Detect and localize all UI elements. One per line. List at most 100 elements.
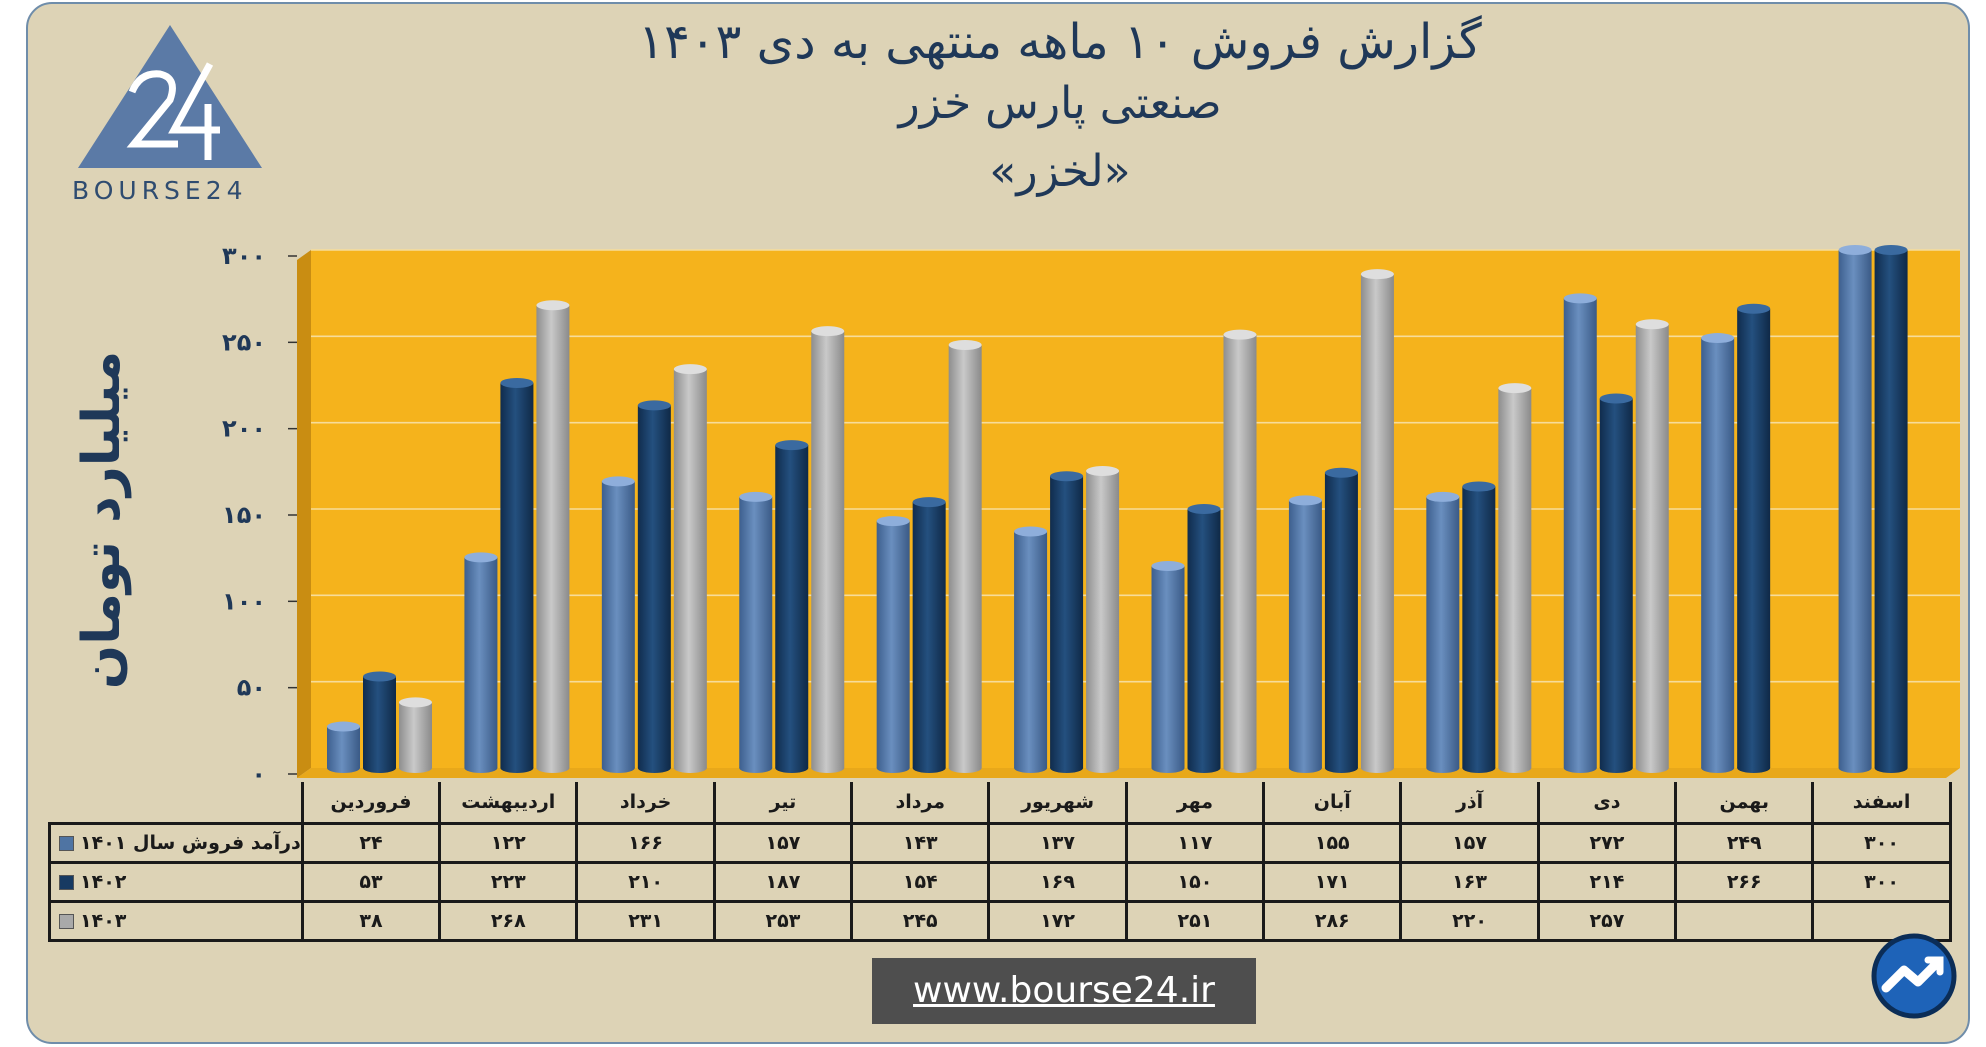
x-tick-label: اردیبهشت bbox=[438, 782, 579, 825]
trend-chart-icon bbox=[1871, 933, 1957, 1019]
x-tick-label: تیر bbox=[712, 782, 854, 825]
ticker-symbol: «لخزر» bbox=[989, 146, 1131, 197]
bar bbox=[1838, 245, 1872, 773]
x-tick-label: بهمن bbox=[1674, 782, 1815, 825]
bar bbox=[739, 491, 773, 773]
data-label: ۲۵۳ bbox=[712, 900, 854, 942]
data-label: ۱۵۷ bbox=[712, 822, 854, 864]
bourse24-logo bbox=[78, 25, 262, 168]
x-tick-label: آبان bbox=[1262, 782, 1403, 825]
x-tick-label: خرداد bbox=[575, 782, 716, 825]
x-tick-label: فروردین bbox=[300, 782, 442, 825]
data-label: ۲۶۶ bbox=[1674, 861, 1815, 903]
bar bbox=[363, 671, 396, 773]
y-tick-label: ۱۵۰ bbox=[222, 501, 266, 529]
legend-entry: ۱۴۰۳ bbox=[48, 900, 304, 942]
data-label: ۱۷۱ bbox=[1262, 861, 1403, 903]
x-tick-label: دی bbox=[1536, 782, 1678, 825]
bar bbox=[1737, 303, 1771, 773]
bar bbox=[811, 326, 845, 773]
bar bbox=[500, 377, 534, 773]
bar bbox=[1360, 269, 1394, 773]
bar bbox=[775, 440, 809, 773]
data-label bbox=[1811, 900, 1952, 942]
plot-side-wall bbox=[297, 250, 311, 778]
bar bbox=[1014, 526, 1048, 773]
y-tick-label: ۳۰۰ bbox=[222, 242, 266, 270]
bar bbox=[399, 697, 432, 773]
data-label: ۳۸ bbox=[300, 900, 442, 942]
bar bbox=[601, 476, 635, 773]
legend-label: ۱۴۰۲ bbox=[80, 871, 127, 893]
data-label: ۲۴۹ bbox=[1674, 822, 1815, 864]
bar bbox=[1151, 560, 1185, 773]
legend-entry: ۱۴۰۲ bbox=[48, 861, 304, 903]
bar bbox=[1324, 467, 1358, 773]
bar bbox=[1701, 333, 1735, 773]
bar bbox=[1288, 495, 1322, 773]
bar bbox=[1498, 383, 1532, 773]
data-label: ۳۰۰ bbox=[1811, 861, 1952, 903]
bar bbox=[912, 497, 946, 773]
bar bbox=[1874, 245, 1908, 773]
plot-floor bbox=[297, 768, 1960, 778]
logo-text: BOURSE24 bbox=[72, 176, 248, 205]
data-label: ۲۲۰ bbox=[1399, 900, 1540, 942]
legend-swatch bbox=[59, 875, 74, 890]
bar bbox=[1426, 491, 1460, 773]
data-table: فروردین اردیبهشت خرداد تیر مرداد شهریور مهر آبا… bbox=[48, 782, 1952, 942]
data-label: ۲۵۷ bbox=[1536, 900, 1678, 942]
data-label: ۲۶۸ bbox=[438, 900, 579, 942]
data-label: ۱۱۷ bbox=[1124, 822, 1266, 864]
data-label: ۳۰۰ bbox=[1811, 822, 1952, 864]
y-tick-label: ۲۰۰ bbox=[222, 415, 266, 443]
data-label: ۲۳۱ bbox=[575, 900, 716, 942]
chart-title: گزارش فروش ۱۰ ماهه منتهی به دی ۱۴۰۳ bbox=[638, 14, 1482, 70]
data-label: ۲۱۴ bbox=[1536, 861, 1678, 903]
data-label: ۲۲۳ bbox=[438, 861, 579, 903]
data-label: ۱۴۳ bbox=[850, 822, 991, 864]
data-label: ۱۵۵ bbox=[1262, 822, 1403, 864]
data-label: ۱۶۹ bbox=[987, 861, 1128, 903]
bar bbox=[1462, 481, 1496, 773]
bar bbox=[327, 721, 360, 773]
data-label: ۲۴۵ bbox=[850, 900, 991, 942]
data-label: ۲۷۲ bbox=[1536, 822, 1678, 864]
x-tick-label: اسفند bbox=[1811, 782, 1952, 825]
y-tick-label: ۰ bbox=[251, 760, 266, 788]
bar bbox=[1599, 393, 1633, 773]
data-label: ۲۵۱ bbox=[1124, 900, 1266, 942]
bar bbox=[1635, 319, 1669, 773]
website-url[interactable]: www.bourse24.ir bbox=[872, 958, 1256, 1024]
data-label: ۱۵۰ bbox=[1124, 861, 1266, 903]
table-row: درآمد فروش سال ۱۴۰۱ ۲۴ ۱۲۲ ۱۶۶ ۱۵۷ ۱۴۳ ۱۳۷ ۱۱۷ ۱… bbox=[48, 822, 1952, 864]
bar bbox=[948, 339, 982, 773]
x-tick-label: آذر bbox=[1399, 782, 1540, 825]
bar bbox=[1563, 293, 1597, 773]
company-name: صنعتی پارس خزر bbox=[898, 78, 1222, 129]
y-tick-label: ۵۰ bbox=[237, 674, 266, 702]
table-row: ۱۴۰۲ ۵۳ ۲۲۳ ۲۱۰ ۱۸۷ ۱۵۴ ۱۶۹ ۱۵۰ ۱۷۱ ۱۶۳ ۲۱۴ ۲۶۶ ۳۰۰ bbox=[48, 861, 1952, 903]
data-label: ۲۱۰ bbox=[575, 861, 716, 903]
legend-label: درآمد فروش سال ۱۴۰۱ bbox=[80, 832, 301, 854]
data-label: ۱۲۲ bbox=[438, 822, 579, 864]
bar bbox=[876, 516, 910, 773]
bar bbox=[673, 364, 707, 773]
x-tick-label: شهریور bbox=[987, 782, 1128, 825]
data-label: ۵۳ bbox=[300, 861, 442, 903]
data-label: ۱۶۳ bbox=[1399, 861, 1540, 903]
data-label: ۱۵۷ bbox=[1399, 822, 1540, 864]
data-label: ۲۴ bbox=[300, 822, 442, 864]
data-label: ۱۵۴ bbox=[850, 861, 991, 903]
bar bbox=[1187, 504, 1221, 773]
bar bbox=[637, 400, 671, 773]
legend-swatch bbox=[59, 914, 74, 929]
data-label bbox=[1674, 900, 1815, 942]
data-label: ۱۷۲ bbox=[987, 900, 1128, 942]
bar bbox=[464, 552, 498, 773]
legend-entry: درآمد فروش سال ۱۴۰۱ bbox=[48, 822, 304, 864]
table-corner bbox=[49, 782, 304, 824]
y-tick-label: ۱۰۰ bbox=[222, 587, 266, 615]
data-label: ۱۳۷ bbox=[987, 822, 1128, 864]
